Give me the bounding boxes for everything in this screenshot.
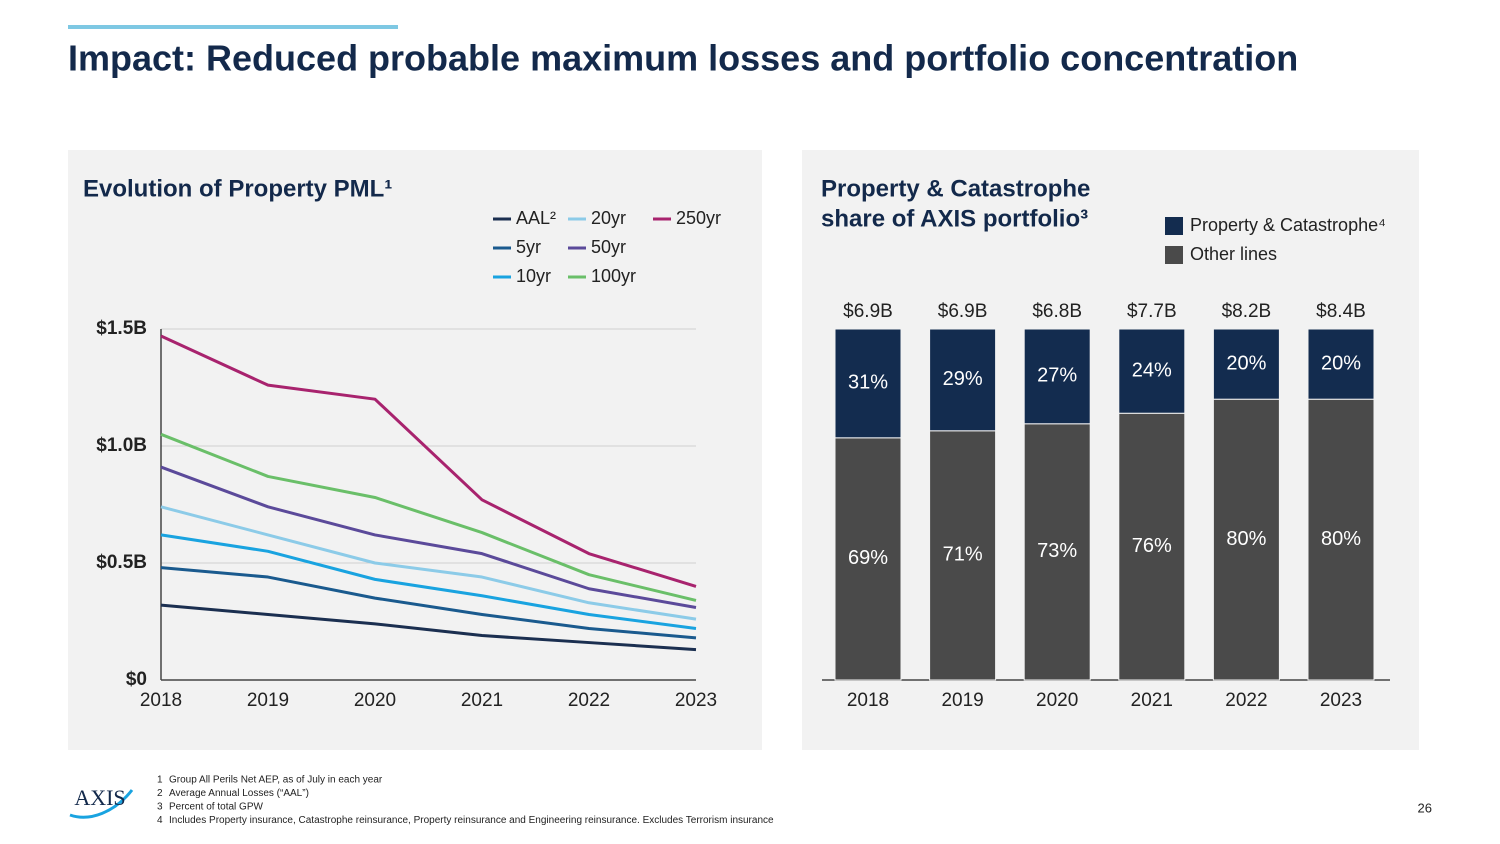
y-tick-label: $1.0B xyxy=(96,435,147,456)
data-label: 24% xyxy=(1132,359,1172,381)
data-label: 80% xyxy=(1226,528,1266,550)
logo: AXIS xyxy=(74,785,125,810)
legend-label: 250yr xyxy=(676,208,721,228)
legend-swatch xyxy=(1165,217,1183,235)
total-label: $6.9B xyxy=(843,301,893,322)
bar-segment xyxy=(929,430,997,681)
data-label: 69% xyxy=(848,547,888,569)
x-tick-label: 2019 xyxy=(941,690,983,711)
x-tick-label: 2018 xyxy=(140,690,182,711)
page-title: Impact: Reduced probable maximum losses … xyxy=(68,38,1298,79)
footnote-number: 1 xyxy=(157,775,163,786)
bar-segment xyxy=(834,328,902,439)
legend-label: Property & Catastrophe⁴ xyxy=(1190,215,1386,235)
series-line xyxy=(160,465,697,609)
x-tick-label: 2019 xyxy=(247,690,289,711)
x-tick-label: 2020 xyxy=(354,690,396,711)
x-tick-label: 2020 xyxy=(1036,690,1078,711)
footnote: Group All Perils Net AEP, as of July in … xyxy=(169,775,383,786)
legend-label: 100yr xyxy=(591,266,636,286)
legend-label: 50yr xyxy=(591,237,626,257)
data-label: 73% xyxy=(1037,540,1077,562)
bar-segment xyxy=(1118,412,1186,681)
bar-segment xyxy=(1307,398,1375,681)
data-label: 31% xyxy=(848,372,888,394)
legend-label: 10yr xyxy=(516,266,551,286)
y-tick-label: $1.5B xyxy=(96,318,147,339)
x-tick-label: 2023 xyxy=(675,690,717,711)
total-label: $8.2B xyxy=(1222,301,1272,322)
data-label: 80% xyxy=(1321,528,1361,550)
x-tick-label: 2023 xyxy=(1320,690,1362,711)
bar-segment xyxy=(1118,328,1186,414)
chart-title: Evolution of Property PML¹ xyxy=(83,175,392,202)
data-label: 27% xyxy=(1037,365,1077,387)
bar-segment xyxy=(1307,328,1375,400)
chart-title: share of AXIS portfolio³ xyxy=(821,205,1088,232)
chart-title: Property & Catastrophe xyxy=(821,175,1090,202)
series-line xyxy=(160,533,697,631)
total-label: $6.8B xyxy=(1032,301,1082,322)
legend-label: 20yr xyxy=(591,208,626,228)
series-line xyxy=(160,334,697,588)
series-line xyxy=(160,432,697,602)
data-label: 20% xyxy=(1321,352,1361,374)
footnote-number: 4 xyxy=(157,815,163,826)
series-line xyxy=(160,603,697,652)
logo-swoosh xyxy=(69,789,134,819)
series-line xyxy=(160,505,697,621)
footnote: Percent of total GPW xyxy=(169,802,263,813)
panel xyxy=(68,150,762,750)
legend-label: 5yr xyxy=(516,237,541,257)
total-label: $8.4B xyxy=(1316,301,1366,322)
footnote-number: 2 xyxy=(157,788,163,799)
footnote-number: 3 xyxy=(157,802,163,813)
bar-segment xyxy=(929,328,997,432)
bar-segment xyxy=(1023,423,1091,681)
x-tick-label: 2021 xyxy=(461,690,503,711)
footnote: Includes Property insurance, Catastrophe… xyxy=(169,815,774,826)
data-label: 29% xyxy=(943,368,983,390)
total-label: $7.7B xyxy=(1127,301,1177,322)
x-tick-label: 2022 xyxy=(568,690,610,711)
accent-bar xyxy=(68,25,398,29)
y-tick-label: $0 xyxy=(126,669,147,690)
page-number: 26 xyxy=(1418,800,1432,815)
x-tick-label: 2022 xyxy=(1225,690,1267,711)
legend-label: AAL² xyxy=(516,208,556,228)
data-label: 76% xyxy=(1132,535,1172,557)
bar-segment xyxy=(1023,328,1091,425)
bar-segment xyxy=(1212,398,1280,681)
legend-label: Other lines xyxy=(1190,244,1277,264)
series-line xyxy=(160,566,697,640)
data-label: 20% xyxy=(1226,352,1266,374)
footnote: Average Annual Losses (“AAL”) xyxy=(169,788,309,799)
x-tick-label: 2018 xyxy=(847,690,889,711)
total-label: $6.9B xyxy=(938,301,988,322)
legend-swatch xyxy=(1165,246,1183,264)
x-tick-label: 2021 xyxy=(1131,690,1173,711)
bar-segment xyxy=(1212,328,1280,400)
data-label: 71% xyxy=(943,544,983,566)
y-tick-label: $0.5B xyxy=(96,552,147,573)
